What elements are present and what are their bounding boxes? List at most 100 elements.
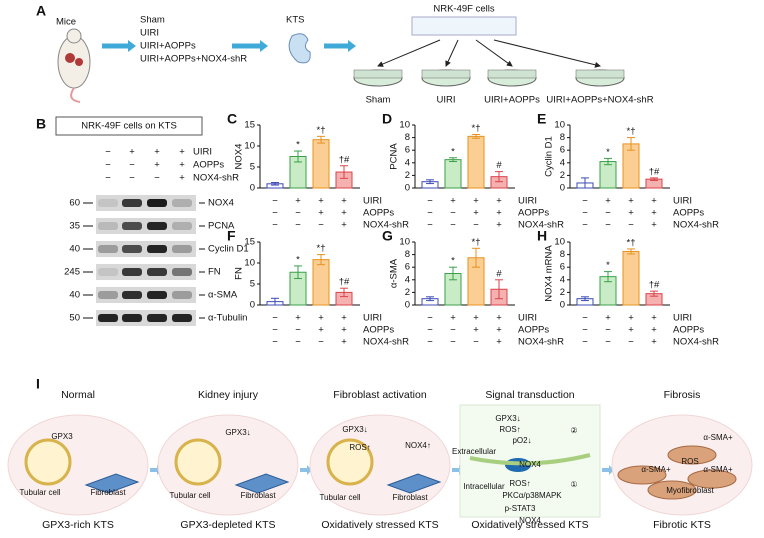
treatment-name: UIRI <box>518 313 537 324</box>
significance-mark: *† <box>627 126 636 137</box>
treatment-sign: − <box>427 337 433 348</box>
y-tick-label: 6 <box>560 145 565 156</box>
treatment-sign: + <box>318 196 324 207</box>
treatment-sign: + <box>154 160 160 171</box>
scene-label: ROS <box>681 457 698 466</box>
blot-band <box>98 268 118 276</box>
treatment-name: NOX4-shR <box>673 337 719 348</box>
treatment-sign: + <box>651 196 657 207</box>
bar <box>444 159 462 189</box>
treatment-sign: + <box>341 313 347 324</box>
title-box <box>55 116 203 136</box>
significance-mark: †# <box>649 280 660 291</box>
panel-letter: C <box>227 111 237 127</box>
blot-band <box>122 268 142 276</box>
blot-band <box>172 314 192 322</box>
treatment-sign: + <box>179 147 185 158</box>
treatment-sign: + <box>473 208 479 219</box>
treatment-sign: − <box>295 337 301 348</box>
blot-strip <box>96 264 196 280</box>
protein-label: α-SMA <box>208 290 238 301</box>
cell-dish <box>411 16 517 36</box>
kts-label: KTS <box>286 15 304 26</box>
stage-arrow <box>307 465 312 475</box>
fibroblast-icon <box>234 473 290 494</box>
myofibroblast-icon <box>687 469 737 489</box>
treatment-sign: − <box>295 208 301 219</box>
dish-label: Sham <box>366 95 391 106</box>
y-tick-label: 0 <box>405 183 410 194</box>
scene-label: ROS↑ <box>509 479 530 488</box>
y-tick-label: 10 <box>399 120 410 131</box>
scene-label: NOX4 <box>519 516 541 525</box>
cells-label: NRK-49F cells <box>433 4 494 15</box>
treatment-sign: − <box>473 220 479 231</box>
treatment-name: AOPPs <box>363 325 394 336</box>
significance-mark: * <box>606 147 610 158</box>
scene-label: GPX3↓ <box>342 425 367 434</box>
blot-strip <box>96 310 196 326</box>
panel-letter: G <box>382 228 393 244</box>
blot-band <box>172 245 192 253</box>
stage-scene <box>611 414 753 516</box>
treatment-name: NOX4-shR <box>363 220 409 231</box>
y-tick-label: 10 <box>554 237 565 248</box>
culture-dish <box>353 69 403 79</box>
y-axis-label: α-SMA <box>389 258 400 288</box>
blot-band <box>147 245 167 253</box>
protein-label: FN <box>208 267 221 278</box>
scene-label: Tubular cell <box>319 493 360 502</box>
group-label: UIRI+AOPPs <box>140 41 196 52</box>
treatment-sign: − <box>582 325 588 336</box>
blot-band <box>147 222 167 230</box>
y-tick-label: 8 <box>560 132 565 143</box>
y-axis-label: FN <box>234 267 245 280</box>
blot-band <box>122 291 142 299</box>
treatment-sign: − <box>582 313 588 324</box>
treatment-sign: + <box>651 220 657 231</box>
treatment-sign: + <box>605 313 611 324</box>
treatment-sign: − <box>105 173 111 184</box>
treatment-sign: − <box>427 208 433 219</box>
group-label: UIRI+AOPPs+NOX4-shR <box>140 54 247 65</box>
scene-label: NOX4↑ <box>405 441 431 450</box>
mw-marker: 245 <box>64 267 80 278</box>
y-tick-label: 4 <box>405 274 410 285</box>
stage-title: Normal <box>61 389 95 401</box>
significance-mark: *† <box>627 237 636 248</box>
treatment-sign: − <box>427 196 433 207</box>
y-tick-label: 10 <box>244 141 255 152</box>
treatment-name: AOPPs <box>673 325 704 336</box>
treatment-sign: − <box>427 220 433 231</box>
mw-marker: 40 <box>69 244 80 255</box>
y-tick-label: 10 <box>554 120 565 131</box>
myofibroblast-icon <box>647 480 697 500</box>
treatment-name: AOPPs <box>518 208 549 219</box>
scene-label: Fibroblast <box>90 488 126 497</box>
treatment-sign: − <box>427 325 433 336</box>
treatment-sign: − <box>129 160 135 171</box>
treatment-sign: + <box>341 196 347 207</box>
treatment-sign: − <box>450 208 456 219</box>
y-tick-label: 0 <box>560 183 565 194</box>
treatment-sign: + <box>605 196 611 207</box>
treatment-sign: + <box>295 196 301 207</box>
treatment-sign: − <box>272 196 278 207</box>
treatment-name: NOX4-shR <box>193 173 239 184</box>
treatment-sign: − <box>272 337 278 348</box>
dish-arrow <box>493 39 601 68</box>
significance-mark: * <box>296 254 300 265</box>
protein-label: α-Tubulin <box>208 313 247 324</box>
scene-label: ② <box>570 426 577 435</box>
y-tick-label: 0 <box>250 183 255 194</box>
treatment-name: UIRI <box>673 313 692 324</box>
mouse-icon <box>57 28 91 103</box>
stage-title: Fibroblast activation <box>333 389 427 401</box>
significance-mark: * <box>296 140 300 151</box>
y-tick-label: 5 <box>250 279 255 290</box>
fibroblast-icon <box>386 473 442 494</box>
significance-mark: *† <box>472 123 481 134</box>
treatment-sign: − <box>450 220 456 231</box>
treatment-sign: + <box>473 325 479 336</box>
treatment-sign: + <box>318 313 324 324</box>
